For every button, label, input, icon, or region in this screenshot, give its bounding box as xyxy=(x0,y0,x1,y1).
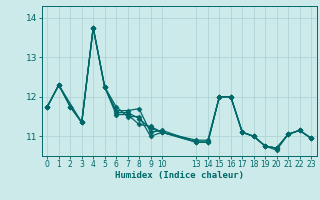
X-axis label: Humidex (Indice chaleur): Humidex (Indice chaleur) xyxy=(115,171,244,180)
